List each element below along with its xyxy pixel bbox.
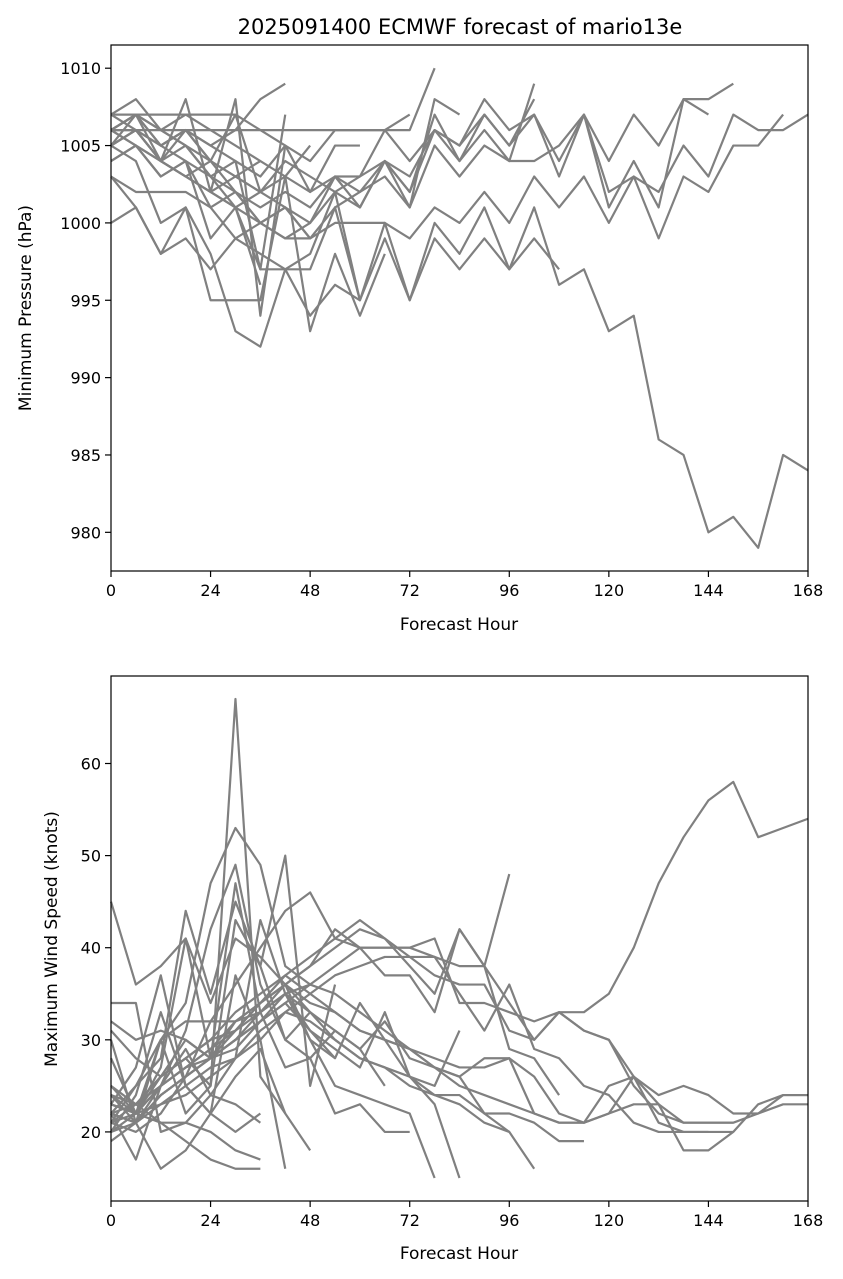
pressure-y-tick-label: 990	[70, 369, 101, 388]
pressure-series-layer	[110, 67, 809, 549]
wind-series-line-19	[111, 918, 336, 1134]
pressure-y-tick-label: 995	[70, 291, 101, 310]
wind-x-tick-label: 96	[499, 1211, 519, 1230]
pressure-y-axis: 980 985 990 995 1000 1005 1010	[60, 59, 111, 542]
wind-x-tick-label: 120	[594, 1211, 625, 1230]
pressure-series-line-9	[110, 98, 461, 209]
wind-series-line-28	[110, 1047, 262, 1161]
wind-series-line-13	[110, 1001, 461, 1133]
wind-series-line-22	[109, 697, 312, 1151]
pressure-y-tick-label: 980	[70, 523, 101, 542]
pressure-x-tick-label: 168	[793, 581, 824, 600]
pressure-x-tick-label: 24	[200, 581, 220, 600]
wind-series-line-26	[110, 1084, 261, 1161]
wind-x-tick-label: 48	[300, 1211, 320, 1230]
wind-y-tick-label: 40	[81, 939, 101, 958]
wind-series-line-7	[110, 918, 734, 1124]
wind-series-line-18	[110, 854, 337, 1124]
pressure-series-line-17	[110, 82, 286, 147]
pressure-x-tick-label: 48	[300, 581, 320, 600]
wind-y-tick-label: 30	[81, 1031, 101, 1050]
wind-x-tick-label: 144	[693, 1211, 724, 1230]
wind-series-line-24	[110, 1011, 287, 1133]
wind-plot-frame	[110, 675, 809, 1202]
pressure-series-line-22	[110, 113, 262, 193]
wind-panel: 0 24 48 72 96 120 144 168 20 30 40 50 60 Forecast H…	[42, 675, 823, 1264]
wind-series-layer	[109, 697, 809, 1179]
wind-series-line-25	[109, 1057, 261, 1170]
pressure-series-line-15	[110, 144, 361, 348]
wind-y-tick-label: 20	[81, 1123, 101, 1142]
wind-y-tick-label: 60	[81, 755, 101, 774]
pressure-x-axis: 0 24 48 72 96 120 144 168	[106, 571, 823, 600]
wind-y-axis: 20 30 40 50 60	[81, 755, 111, 1142]
wind-x-tick-label: 72	[400, 1211, 420, 1230]
pressure-series-line-19	[110, 98, 287, 317]
pressure-x-tick-label: 120	[594, 581, 625, 600]
pressure-plot-frame	[110, 44, 809, 572]
wind-x-axis-label: Forecast Hour	[400, 1244, 518, 1264]
pressure-series-line-2	[110, 175, 809, 549]
wind-series-line-15	[110, 983, 436, 1179]
wind-series-line-17	[110, 882, 386, 1133]
pressure-x-tick-label: 144	[693, 581, 724, 600]
pressure-y-tick-label: 1000	[60, 214, 101, 233]
wind-x-tick-label: 0	[106, 1211, 116, 1230]
wind-series-line-27	[110, 1094, 262, 1170]
wind-y-axis-label: Maximum Wind Speed (knots)	[42, 811, 62, 1067]
pressure-y-tick-label: 1010	[60, 59, 101, 78]
pressure-y-axis-label: Minimum Pressure (hPa)	[16, 205, 36, 411]
wind-y-tick-label: 50	[81, 847, 101, 866]
pressure-series-line-21	[110, 144, 262, 286]
chart-title: 2025091400 ECMWF forecast of mario13e	[238, 15, 683, 39]
pressure-x-tick-label: 96	[499, 581, 519, 600]
pressure-series-line-14	[110, 175, 386, 333]
pressure-x-tick-label: 0	[106, 581, 116, 600]
wind-x-tick-label: 24	[200, 1211, 220, 1230]
pressure-series-line-3	[110, 113, 784, 271]
wind-x-tick-label: 168	[793, 1211, 824, 1230]
wind-x-axis: 0 24 48 72 96 120 144 168	[106, 1201, 823, 1230]
pressure-x-tick-label: 72	[400, 581, 420, 600]
pressure-y-tick-label: 1005	[60, 137, 101, 156]
pressure-panel: 2025091400 ECMWF forecast of mario13e 0 2…	[16, 15, 823, 635]
pressure-y-tick-label: 985	[70, 446, 101, 465]
pressure-x-axis-label: Forecast Hour	[400, 615, 518, 635]
